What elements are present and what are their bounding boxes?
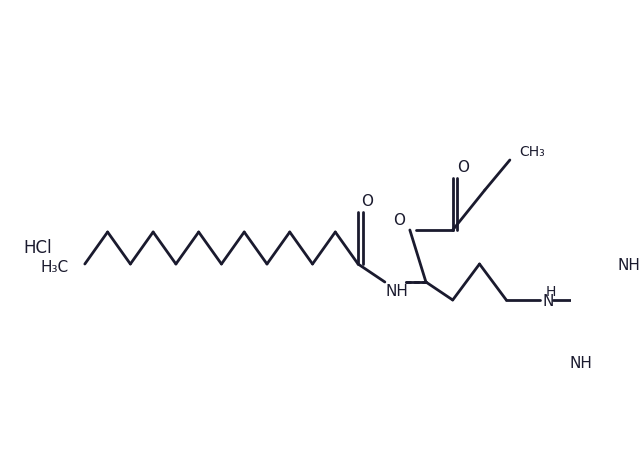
Text: CH₃: CH₃ [519, 145, 545, 159]
Text: O: O [393, 212, 405, 227]
Text: NH: NH [570, 357, 593, 371]
Text: NH: NH [386, 284, 409, 299]
Text: O: O [361, 195, 373, 210]
Text: H: H [545, 285, 556, 299]
Text: NH₂: NH₂ [617, 258, 640, 273]
Text: H₃C: H₃C [40, 259, 68, 274]
Text: HCl: HCl [23, 239, 52, 257]
Text: O: O [458, 160, 469, 175]
Text: N: N [542, 295, 554, 310]
